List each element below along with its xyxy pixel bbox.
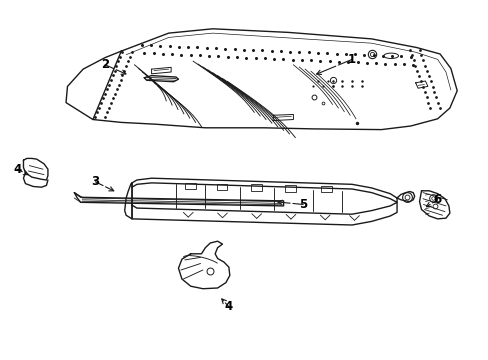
FancyBboxPatch shape <box>250 184 261 191</box>
FancyBboxPatch shape <box>320 186 331 192</box>
FancyBboxPatch shape <box>216 184 227 190</box>
FancyBboxPatch shape <box>285 185 295 192</box>
Text: 3: 3 <box>91 175 99 188</box>
Text: 2: 2 <box>101 58 109 71</box>
Text: 4: 4 <box>224 300 232 313</box>
Text: 5: 5 <box>299 198 306 211</box>
Text: 4: 4 <box>13 163 21 176</box>
Text: 1: 1 <box>347 53 355 66</box>
Text: 6: 6 <box>433 193 441 206</box>
FancyBboxPatch shape <box>184 183 195 189</box>
